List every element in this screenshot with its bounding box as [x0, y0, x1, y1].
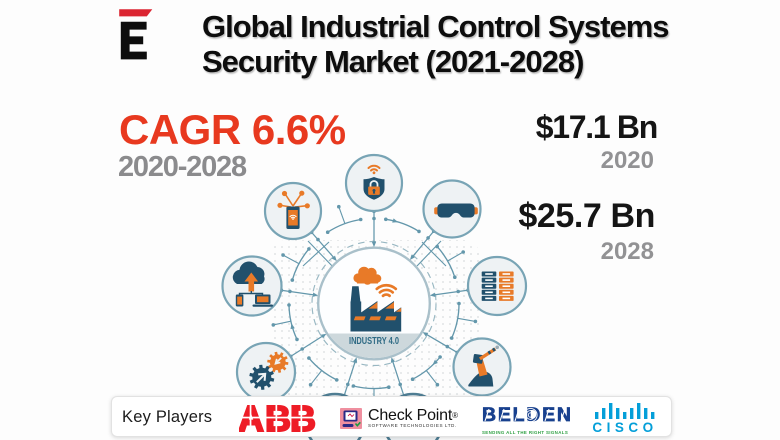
svg-text:INDUSTRY 4.0: INDUSTRY 4.0	[349, 335, 399, 347]
svg-text:B: B	[290, 402, 316, 435]
svg-text:B: B	[265, 402, 291, 435]
svg-text:A: A	[239, 402, 264, 435]
svg-text:CISCO: CISCO	[592, 420, 657, 435]
